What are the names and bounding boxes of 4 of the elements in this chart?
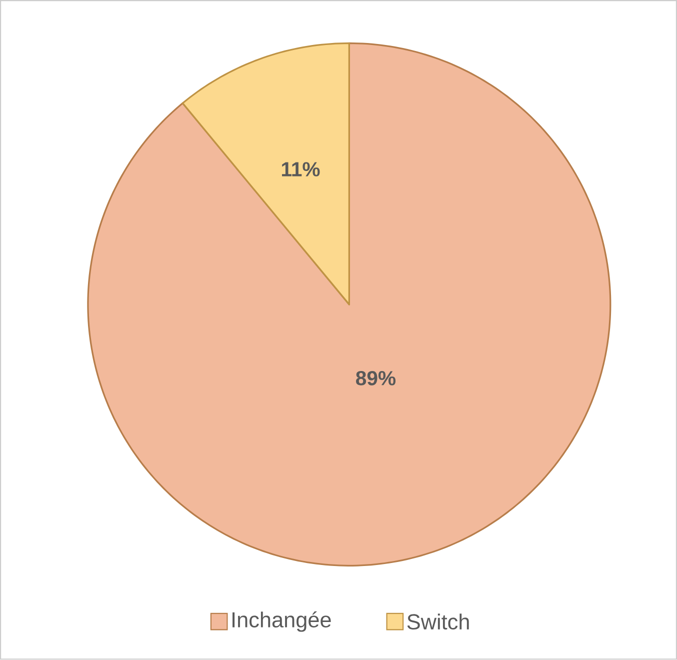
data-label: 89%	[356, 371, 396, 386]
data-label: 11%	[282, 162, 320, 177]
legend-label: Switch	[407, 614, 469, 630]
legend-label: Inchangée	[232, 611, 331, 632]
